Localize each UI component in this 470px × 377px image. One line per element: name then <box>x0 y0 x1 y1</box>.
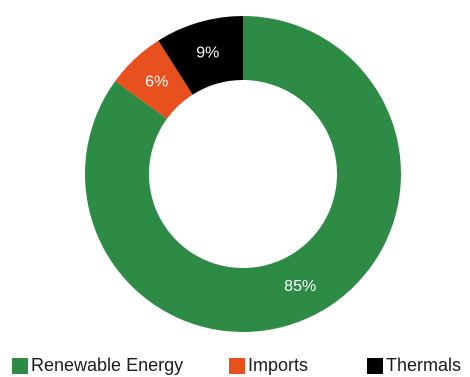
legend-swatch-renewable-energy <box>12 357 28 374</box>
donut-chart: 85% 6% 9% <box>85 15 402 333</box>
legend-label-renewable-energy: Renewable Energy <box>31 355 184 375</box>
legend-item-renewable-energy: Renewable Energy <box>12 354 183 377</box>
legend-label-thermals: Thermals <box>386 355 462 375</box>
legend-swatch-thermals <box>367 357 383 374</box>
legend-item-thermals: Thermals <box>367 354 461 377</box>
slice-renewable-energy <box>85 16 402 333</box>
legend-item-imports: Imports <box>229 354 308 377</box>
slice-label-thermals: 9% <box>196 45 219 62</box>
slice-imports <box>115 40 193 119</box>
chart-legend: Renewable Energy Imports Thermals <box>0 354 470 377</box>
legend-label-imports: Imports <box>248 355 309 375</box>
slice-label-renewable-energy: 85% <box>284 278 316 295</box>
slice-label-imports: 6% <box>145 74 168 91</box>
donut-chart-svg: 85% 6% 9% <box>85 15 402 333</box>
slice-thermals <box>158 15 243 95</box>
legend-swatch-imports <box>229 357 245 374</box>
